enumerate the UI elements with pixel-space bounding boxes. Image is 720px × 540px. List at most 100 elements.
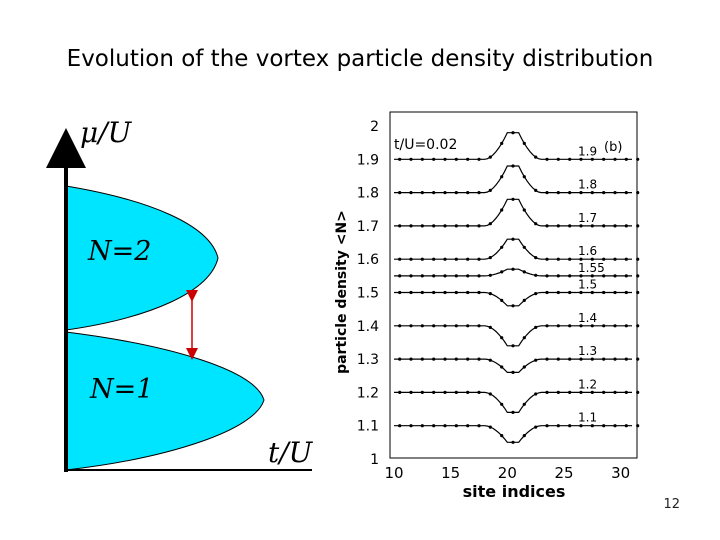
series-point: [579, 390, 583, 394]
series-point: [443, 357, 447, 361]
series-point: [511, 344, 515, 348]
density-chart: 1 1.1 1.2 1.3 1.4 1.5 1.6 1.7 1.8 1.9 2 10 15 20 25 30…: [334, 111, 640, 501]
series-label: 1.3: [578, 344, 597, 358]
series-point: [624, 290, 628, 295]
y-tick-label: 1.8: [357, 186, 379, 202]
series-point: [466, 274, 470, 278]
series-point: [545, 357, 549, 361]
series-point: [636, 357, 640, 361]
series-point: [602, 224, 606, 228]
y-tick-label: 1.4: [357, 319, 379, 335]
series-point: [420, 191, 424, 195]
series-point: [613, 191, 617, 195]
series-labels: 1.9 1.8 1.7 1.6 1.55 1.5 1.4 1.3 1.2 1.1: [578, 144, 605, 424]
series-point: [602, 257, 606, 261]
series-point: [477, 257, 481, 261]
series-point: [477, 224, 481, 228]
series-point: [466, 290, 470, 295]
chart-panel-label: (b): [604, 140, 622, 155]
series-point: [568, 257, 572, 261]
series-point: [522, 208, 526, 212]
series-point: [500, 175, 504, 179]
series-point: [488, 155, 492, 159]
series-point: [613, 290, 617, 295]
x-tick-label: 25: [554, 464, 573, 482]
series-point: [590, 224, 594, 228]
series-point: [454, 274, 458, 278]
series-point: [636, 324, 640, 328]
series-label: 1.2: [578, 377, 597, 391]
series-point: [624, 324, 628, 328]
series-point: [488, 425, 492, 429]
series-point: [579, 357, 583, 361]
series-point: [511, 304, 515, 308]
y-tick-label: 2: [370, 119, 379, 135]
series-label: 1.7: [578, 211, 597, 225]
series-point: [432, 390, 436, 394]
series-point: [590, 157, 594, 161]
series-point: [522, 245, 526, 249]
x-tick-labels: 10 15 20 25 30: [384, 464, 630, 482]
series-point: [579, 290, 583, 295]
series-point: [432, 424, 436, 428]
series-point: [420, 274, 424, 278]
series-point: [511, 197, 515, 201]
y-tick-label: 1.3: [357, 352, 379, 368]
series-line: [394, 391, 632, 413]
series-point: [624, 424, 628, 428]
series-point: [511, 440, 515, 444]
series-point: [500, 270, 504, 274]
series-point: [409, 424, 413, 428]
series-point: [432, 274, 436, 278]
series-line: [394, 291, 632, 307]
chart-y-axis-label: particle density <N>: [334, 210, 350, 374]
series-point: [454, 224, 458, 228]
series-point: [500, 402, 504, 406]
series-point: [534, 325, 538, 329]
series-point: [488, 273, 492, 277]
chart-param-annotation: t/U=0.02: [394, 137, 457, 153]
series-point: [602, 357, 606, 361]
series-point: [545, 224, 549, 228]
series-point: [613, 157, 617, 161]
series-point: [534, 155, 538, 159]
series-point: [534, 222, 538, 226]
series-point: [602, 390, 606, 394]
chart-x-axis-label: site indices: [463, 482, 566, 501]
series-point: [613, 257, 617, 261]
series-point: [398, 357, 402, 361]
series-point: [398, 324, 402, 328]
series-point: [613, 274, 617, 278]
x-tick-label: 15: [441, 464, 460, 482]
series-point: [409, 191, 413, 195]
series-point: [545, 324, 549, 328]
series-point: [477, 290, 481, 295]
series-point: [579, 324, 583, 328]
series-point: [398, 224, 402, 228]
series-point: [454, 257, 458, 261]
series-point: [500, 298, 504, 302]
series-point: [568, 324, 572, 328]
series-point: [545, 191, 549, 195]
series-point: [420, 390, 424, 394]
series-point: [556, 390, 560, 394]
series-point: [420, 424, 424, 428]
series-point: [420, 224, 424, 228]
series-point: [409, 290, 413, 295]
series-point: [590, 257, 594, 261]
series-point: [409, 257, 413, 261]
series-point: [545, 290, 549, 295]
series-point: [556, 424, 560, 428]
series-point: [454, 424, 458, 428]
x-tick-label: 30: [611, 464, 630, 482]
series-point: [454, 157, 458, 161]
series-point: [624, 390, 628, 394]
series-point: [636, 390, 640, 394]
series-point: [398, 274, 402, 278]
y-tick-label: 1: [370, 452, 379, 468]
series-point: [556, 357, 560, 361]
series-point: [590, 290, 594, 295]
series-point: [602, 290, 606, 295]
series-point: [636, 424, 640, 428]
series-point: [579, 274, 583, 278]
